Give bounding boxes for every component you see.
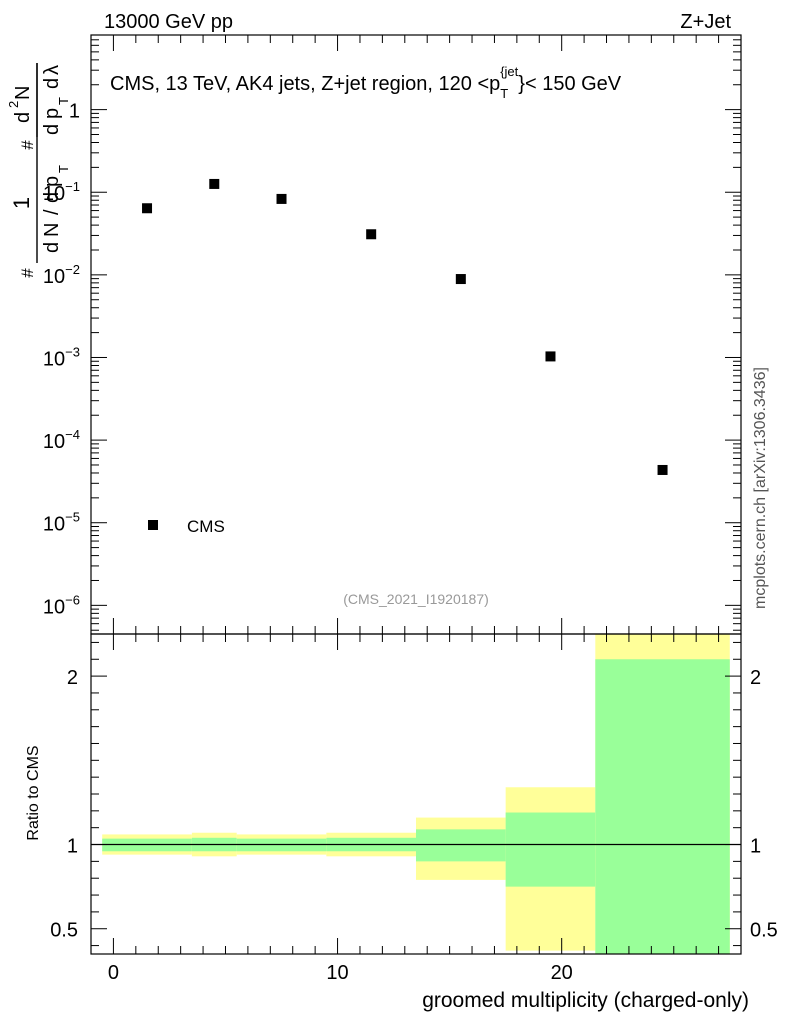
- plot-title-sub: T: [500, 86, 508, 101]
- ylabel-p-2: p: [41, 108, 63, 119]
- legend-label: CMS: [187, 517, 225, 536]
- plot-title: CMS, 13 TeV, AK4 jets, Z+jet region, 120…: [110, 64, 622, 101]
- ratio-band-inner-bin-5: [505, 812, 596, 887]
- ratio-plot-frame: [90, 633, 742, 955]
- main-plot-frame: [90, 34, 742, 635]
- ratio-y-tick-label-right: 2: [750, 667, 761, 689]
- main-y-tick-label: 10−3: [43, 344, 80, 370]
- data-point: [209, 178, 220, 189]
- main-axis-ticks: 10−6 10−5 10−4 10−3 10−2 10−1 1: [43, 34, 741, 631]
- ylabel-d-3: d: [41, 124, 63, 135]
- ylabel-d-2: d: [41, 192, 63, 203]
- ratio-y-tick-label-right: 1: [750, 836, 761, 858]
- ylabel-d-1: d: [41, 242, 63, 253]
- x-tick-label: 10: [326, 962, 348, 984]
- ylabel-d-4: d: [41, 78, 63, 89]
- ylabel-slash: /: [41, 209, 63, 215]
- header-right-label: Z+Jet: [680, 11, 731, 33]
- x-axis-label: groomed multiplicity (charged-only): [422, 989, 749, 1012]
- ylabel-N-2: N: [12, 86, 34, 100]
- ratio-band-inner-bin-4: [416, 829, 506, 862]
- data-point: [366, 229, 377, 240]
- ylabel-exponent-2: 2: [6, 101, 21, 108]
- header-left-label: 13000 GeV pp: [104, 11, 233, 33]
- ratio-y-tick-label: 1: [67, 836, 78, 858]
- main-y-axis-label: # 1 d N / d p T # d 2 N d p T d λ: [6, 63, 71, 278]
- ratio-y-tick-label-right: 0.5: [750, 920, 778, 942]
- ratio-y-tick-label: 0.5: [50, 920, 78, 942]
- ylabel-T-2: T: [56, 97, 71, 105]
- mcplots-side-label: mcplots.cern.ch [arXiv:1306.3436]: [752, 367, 769, 609]
- data-point: [276, 193, 287, 204]
- main-y-tick-label: 10−6: [43, 592, 80, 618]
- main-y-tick-label: 10−5: [43, 510, 80, 536]
- legend-marker: [148, 520, 158, 530]
- ratio-bands: [102, 634, 730, 954]
- ylabel-hash-2: #: [18, 140, 37, 150]
- ylabel-hash-1: #: [18, 268, 37, 278]
- x-tick-label: 0: [108, 962, 119, 984]
- data-point: [657, 464, 668, 475]
- ylabel-T-1: T: [56, 165, 71, 173]
- ratio-y-tick-label: 2: [67, 667, 78, 689]
- ylabel-N-1: N: [41, 223, 63, 237]
- ratio-band-inner-bin-6: [595, 659, 730, 954]
- plot-title-sup: {jet: [500, 64, 518, 79]
- data-points: [142, 178, 668, 475]
- plot-title-end: }< 150 GeV: [518, 73, 622, 95]
- main-y-tick-label: 10−2: [43, 262, 80, 288]
- watermark-analysis-id: (CMS_2021_I1920187): [343, 591, 489, 607]
- ylabel-p-1: p: [41, 176, 63, 187]
- main-y-tick-label: 10−4: [43, 427, 80, 453]
- ratio-axis-ticks: 0 10 20 0.5 0.5 1 1 2 2: [50, 618, 778, 984]
- data-point: [545, 351, 556, 362]
- data-point: [455, 274, 466, 285]
- ylabel-one: 1: [9, 197, 34, 209]
- ratio-y-axis-label: Ratio to CMS: [25, 745, 42, 840]
- data-point: [142, 203, 153, 214]
- ylabel-d-numerator: d: [12, 112, 34, 123]
- main-y-tick-label: 1: [69, 101, 80, 123]
- main-y-tick-label: 10−1: [43, 179, 80, 205]
- plot-title-main: CMS, 13 TeV, AK4 jets, Z+jet region, 120…: [110, 73, 500, 95]
- x-tick-label: 20: [551, 962, 573, 984]
- ylabel-lambda: λ: [41, 65, 63, 75]
